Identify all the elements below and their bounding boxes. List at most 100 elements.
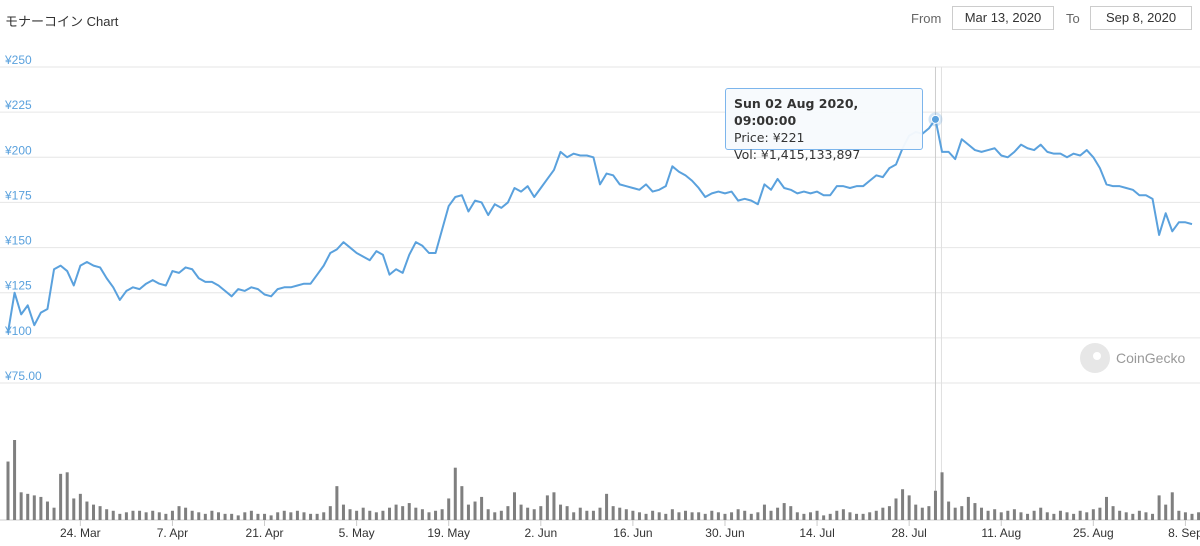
- price-series[interactable]: [7, 112, 1193, 333]
- tooltip-price-value: ¥221: [772, 130, 805, 145]
- volume-bar: [697, 512, 701, 520]
- volume-bar: [269, 515, 273, 520]
- volume-bar: [598, 507, 602, 520]
- volume-bar: [861, 513, 865, 520]
- volume-bar: [716, 512, 720, 520]
- volume-bar: [710, 510, 714, 520]
- to-date-input[interactable]: Sep 8, 2020: [1090, 6, 1192, 30]
- volume-bar: [335, 486, 339, 520]
- volume-bar: [578, 507, 582, 520]
- volume-bar: [736, 509, 740, 520]
- volume-bar: [756, 512, 760, 520]
- volume-bar: [855, 513, 859, 520]
- x-tick-label: 5. May: [339, 526, 375, 540]
- volume-bar: [1137, 510, 1141, 520]
- volume-bar: [216, 512, 220, 520]
- hover-point[interactable]: [930, 114, 940, 124]
- volume-bar: [651, 510, 655, 520]
- volume-bar: [835, 510, 839, 520]
- volume-bar: [664, 513, 668, 520]
- volume-bar: [1078, 510, 1082, 520]
- volume-bar: [39, 496, 43, 520]
- x-tick-label: 14. Jul: [799, 526, 834, 540]
- volume-bar: [506, 506, 510, 520]
- volume-bar: [170, 510, 174, 520]
- volume-bar: [887, 506, 891, 520]
- volume-bar: [348, 509, 352, 520]
- volume-bar: [230, 513, 234, 520]
- volume-bar: [1177, 510, 1181, 520]
- volume-bar: [684, 510, 688, 520]
- y-tick-label: ¥100: [4, 324, 32, 338]
- from-date-input[interactable]: Mar 13, 2020: [952, 6, 1054, 30]
- volume-bar: [670, 509, 674, 520]
- volume-bar: [703, 513, 707, 520]
- volume-bar: [92, 504, 96, 520]
- volume-bar: [512, 492, 516, 520]
- volume-bar: [532, 509, 536, 520]
- volume-bar: [65, 472, 69, 520]
- volume-bar: [52, 507, 56, 520]
- tooltip-date: Sun 02 Aug 2020, 09:00:00: [734, 96, 859, 128]
- volume-bar: [927, 506, 931, 520]
- volume-bar: [1058, 510, 1062, 520]
- volume-bar: [1006, 510, 1010, 520]
- volume-bar: [848, 512, 852, 520]
- volume-bar: [953, 507, 957, 520]
- volume-bar: [480, 496, 484, 520]
- volume-bar: [440, 509, 444, 520]
- volume-bar: [355, 510, 359, 520]
- y-tick-label: ¥150: [4, 234, 32, 248]
- x-tick-label: 28. Jul: [891, 526, 926, 540]
- volume-bar: [111, 510, 115, 520]
- volume-bar: [572, 512, 576, 520]
- volume-bar: [105, 509, 109, 520]
- volume-bar: [539, 506, 543, 520]
- volume-bar: [1032, 510, 1036, 520]
- volume-bar: [295, 510, 299, 520]
- volume-bar: [776, 507, 780, 520]
- volume-bar: [920, 507, 924, 520]
- volume-bar: [249, 510, 253, 520]
- volume-bar: [420, 509, 424, 520]
- credit-text: CoinGecko: [1116, 350, 1186, 366]
- volume-bar: [1019, 512, 1023, 520]
- volume-bar: [45, 501, 49, 520]
- price-line[interactable]: [7, 118, 1193, 333]
- volume-bar: [960, 506, 964, 520]
- volume-bar: [1157, 495, 1161, 520]
- tooltip-vol-label: Vol:: [734, 147, 757, 162]
- volume-bar: [361, 507, 365, 520]
- volume-bar: [256, 513, 260, 520]
- volume-bar: [322, 512, 326, 520]
- volume-bar: [6, 461, 10, 520]
- volume-bar: [32, 495, 36, 520]
- volume-bar: [19, 492, 23, 520]
- x-tick-label: 16. Jun: [613, 526, 652, 540]
- coingecko-credit[interactable]: CoinGecko: [1080, 343, 1185, 373]
- x-tick-label: 8. Sep: [1168, 526, 1200, 540]
- volume-bar: [637, 512, 641, 520]
- volume-bar: [124, 512, 128, 520]
- volume-bar: [407, 503, 411, 520]
- volume-bar: [381, 510, 385, 520]
- volume-bar: [1170, 492, 1174, 520]
- volume-bar: [802, 513, 806, 520]
- volume-bar: [1131, 513, 1135, 520]
- volume-bar: [374, 512, 378, 520]
- volume-bar: [1197, 512, 1200, 520]
- volume-bar: [1045, 512, 1049, 520]
- chart-title: モナーコイン Chart: [5, 14, 119, 29]
- volume-bar: [427, 512, 431, 520]
- tooltip-price-label: Price:: [734, 130, 769, 145]
- volume-bar: [762, 504, 766, 520]
- y-axis-labels: ¥250 ¥225 ¥200 ¥175 ¥150 ¥125 ¥100 ¥75.00: [4, 53, 42, 383]
- volume-bar: [118, 513, 122, 520]
- volume-bar: [730, 512, 734, 520]
- volume-bar: [999, 512, 1003, 520]
- volume-bar: [947, 501, 951, 520]
- volume-bar: [85, 501, 89, 520]
- volume-bar: [749, 513, 753, 520]
- volume-bar: [1039, 507, 1043, 520]
